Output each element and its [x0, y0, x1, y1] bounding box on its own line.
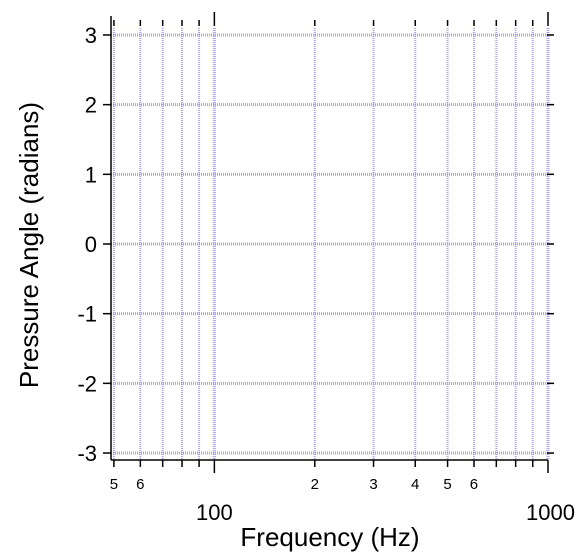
y-tick-label: 1: [85, 162, 97, 187]
x-major-tick-label: 1000: [526, 500, 575, 525]
x-minor-tick-label: 3: [369, 476, 377, 493]
y-axis-title: Pressure Angle (radians): [14, 102, 44, 388]
y-tick-label: -2: [77, 371, 97, 396]
y-tick-label: 2: [85, 93, 97, 118]
x-minor-tick-label: 6: [136, 476, 144, 493]
plot-frame: [110, 16, 548, 461]
y-tick-label: -3: [77, 441, 97, 466]
x-axis-title: Frequency (Hz): [240, 522, 419, 552]
x-minor-tick-label: 6: [470, 476, 478, 493]
x-minor-tick-label: 4: [411, 476, 419, 493]
grid: [111, 28, 550, 460]
x-minor-tick-label: 5: [443, 476, 451, 493]
x-major-tick-label: 100: [196, 500, 233, 525]
x-minor-tick-label: 2: [311, 476, 319, 493]
y-tick-label: -1: [77, 302, 97, 327]
axis-ticks: [103, 12, 554, 473]
tick-labels: 3 2 1 0 -1 -2 -3 5 6 2 3 4 5 6 100 1000: [77, 23, 575, 525]
y-tick-label: 0: [85, 232, 97, 257]
y-tick-label: 3: [85, 23, 97, 48]
x-minor-tick-label: 5: [110, 476, 118, 493]
